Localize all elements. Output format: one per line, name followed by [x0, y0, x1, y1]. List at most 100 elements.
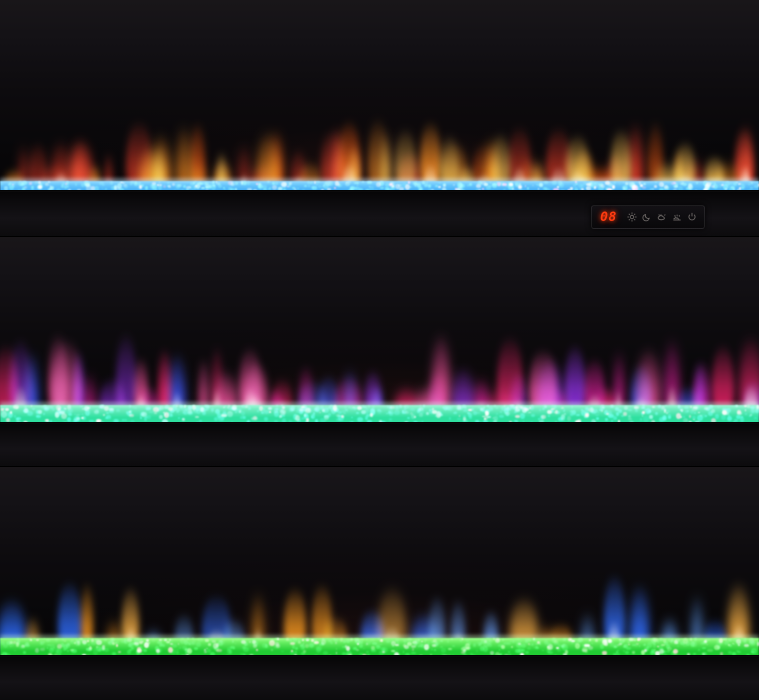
ember-crystal — [43, 406, 50, 411]
ember-crystal — [732, 182, 737, 186]
ember-crystal — [724, 187, 727, 191]
ember-crystal — [33, 638, 36, 640]
ember-crystal — [441, 648, 446, 653]
ember-crystal — [597, 182, 603, 186]
ember-crystal — [229, 188, 235, 192]
shelf-lip — [0, 655, 759, 657]
ember-crystal — [425, 183, 429, 186]
ember-crystal — [562, 653, 568, 657]
ember-crystal — [352, 406, 355, 409]
ember-crystal — [365, 413, 371, 418]
ember-crystal — [43, 640, 46, 643]
ember-crystal — [204, 181, 209, 185]
ember-crystal — [82, 641, 85, 644]
ember-crystal — [269, 639, 275, 647]
ember-crystal — [81, 413, 84, 416]
ember-crystal — [394, 183, 400, 189]
ember-crystal — [315, 183, 319, 186]
ember-crystal — [599, 186, 602, 189]
ember-crystal — [105, 414, 112, 419]
ember-crystal — [146, 414, 152, 420]
ember-crystal — [157, 184, 160, 186]
ember-crystal — [163, 638, 168, 642]
power-icon[interactable] — [687, 212, 697, 222]
ember-crystal — [636, 186, 641, 190]
control-panel-1[interactable]: 08 — [591, 205, 705, 229]
ember-crystal — [727, 182, 733, 189]
ember-crystal — [262, 408, 266, 412]
ember-crystal — [570, 638, 574, 642]
ember-crystal — [274, 181, 279, 186]
ember-crystal — [476, 182, 479, 184]
ember-crystal — [488, 184, 492, 188]
ember-crystal — [571, 641, 575, 645]
ember-crystal — [88, 646, 92, 651]
brightness-icon[interactable] — [627, 212, 637, 222]
ember-crystal — [163, 185, 167, 189]
ember-crystal — [142, 649, 147, 652]
flame — [663, 336, 680, 419]
flame — [73, 349, 85, 419]
ember-crystal — [247, 406, 252, 411]
ember-crystal — [210, 638, 214, 643]
ember-crystal — [741, 184, 745, 189]
ember-crystal — [46, 639, 50, 642]
ember-crystal — [144, 186, 149, 190]
ember-crystal — [429, 654, 432, 656]
ember-crystal — [743, 643, 749, 648]
ember-crystal — [667, 647, 672, 651]
ember-crystal — [644, 648, 648, 652]
ember-crystal — [368, 186, 375, 193]
ember-crystal — [19, 183, 24, 186]
ember-crystal — [137, 638, 144, 645]
ember-crystal — [206, 647, 208, 650]
ember-crystal — [711, 184, 715, 188]
flame — [741, 121, 753, 195]
ember-crystal — [569, 187, 573, 190]
ember-crystal — [1, 182, 4, 185]
ember-crystal — [178, 414, 180, 416]
ember-crystal — [290, 649, 294, 653]
moon-timer-icon[interactable] — [642, 212, 652, 222]
flame — [372, 383, 383, 419]
ember-crystal — [417, 644, 422, 648]
ember-crystal — [349, 186, 355, 191]
ember-crystal — [557, 646, 562, 652]
ember-crystal — [323, 651, 328, 656]
ember-crystal — [590, 642, 593, 644]
ember-crystal — [603, 409, 608, 415]
flame-icon[interactable] — [657, 212, 667, 222]
ember-crystal — [602, 638, 607, 643]
ember-crystal — [129, 413, 134, 417]
ember-crystal — [187, 641, 193, 645]
ember-crystal — [335, 648, 338, 650]
ember-crystal — [268, 410, 272, 414]
ember-crystal — [662, 415, 666, 420]
ember-crystal — [468, 413, 472, 417]
ember-crystal — [690, 408, 695, 415]
flame — [197, 357, 209, 419]
flame — [627, 120, 643, 195]
ember-crystal — [316, 181, 320, 184]
heat-icon[interactable] — [672, 212, 682, 222]
ember-crystal — [136, 646, 142, 652]
ember-crystal — [572, 410, 577, 415]
ember-crystal — [732, 638, 738, 642]
ember-crystal — [1, 410, 7, 418]
ember-crystal — [411, 414, 415, 419]
ember-crystal — [210, 651, 215, 658]
ember-crystal — [66, 416, 72, 423]
ember-crystal — [727, 186, 729, 188]
ember-crystal — [216, 413, 222, 418]
ember-crystal — [726, 415, 732, 421]
ember-crystal — [496, 182, 501, 186]
ember-crystal — [605, 639, 611, 643]
ember-crystal — [675, 638, 681, 642]
ember-crystal — [612, 185, 616, 189]
ember-crystal — [528, 643, 532, 646]
ember-crystal — [22, 181, 28, 185]
ember-crystal — [314, 181, 317, 184]
ember-crystal — [750, 640, 756, 646]
ember-crystal — [519, 406, 523, 409]
ember-crystal — [41, 181, 45, 184]
